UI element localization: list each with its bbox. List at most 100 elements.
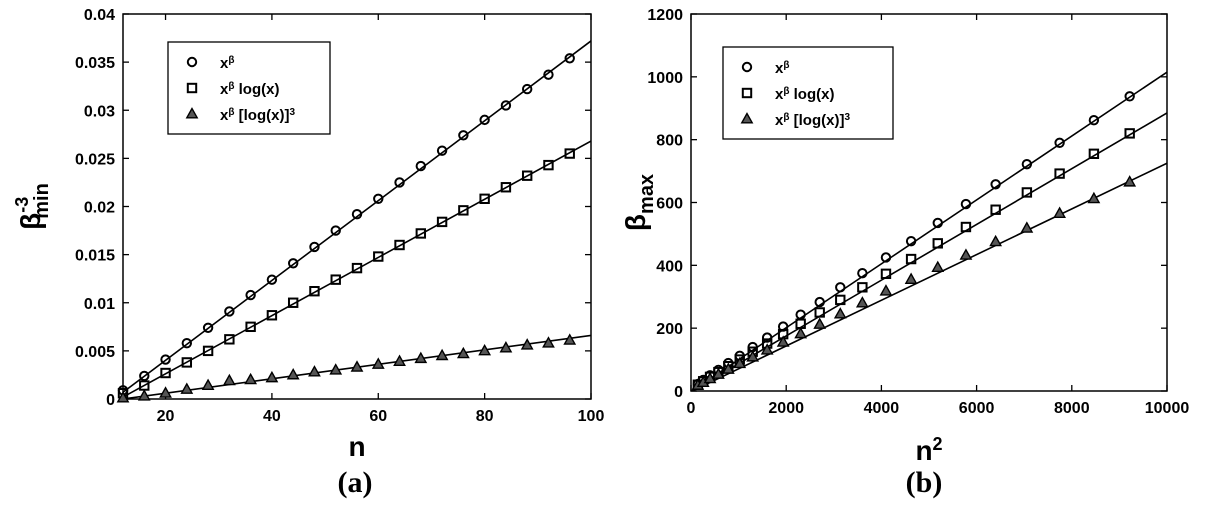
x-axis-label: n: [348, 431, 365, 462]
data-point-series-1: [160, 354, 171, 365]
x-tick-label: 2000: [768, 400, 804, 417]
legend-box: [167, 41, 331, 135]
data-point-series-3: [478, 343, 492, 356]
y-axis-label: β-3min: [12, 183, 53, 230]
x-tick-label: 0: [687, 400, 696, 417]
data-point-series-3: [393, 354, 406, 366]
data-point-series-2: [857, 282, 868, 293]
data-point-series-3: [959, 248, 973, 260]
data-point-series-2: [932, 238, 943, 249]
data-point-series-1: [330, 225, 341, 236]
data-point-series-3: [989, 234, 1003, 247]
data-point-series-3: [1053, 206, 1067, 218]
x-tick-label: 4000: [864, 400, 900, 417]
data-point-series-1: [835, 282, 846, 293]
y-tick-label: 0.01: [84, 296, 115, 313]
y-tick-label: 0.015: [75, 248, 115, 265]
data-point-series-3: [244, 372, 258, 385]
data-point-series-3: [286, 368, 300, 380]
data-point-series-2: [521, 170, 533, 181]
legend-marker-series-2: [186, 82, 198, 94]
data-point-series-2: [351, 262, 363, 274]
data-point-series-2: [960, 221, 972, 233]
data-point-series-1: [351, 209, 363, 220]
data-point-series-1: [373, 193, 384, 205]
legend: xβ xβ log(x) xβ [log(x)]3: [722, 46, 894, 140]
data-point-series-3: [855, 296, 869, 308]
fit-line-series-2: [691, 112, 1167, 391]
data-point-series-3: [350, 360, 364, 372]
fit-line-series-1: [123, 40, 591, 393]
data-point-series-2: [202, 345, 214, 357]
y-tick-label: 0.04: [84, 7, 115, 24]
legend-label-series-3: xβ [log(x)]3: [775, 112, 850, 130]
y-tick-label: 0: [674, 384, 683, 401]
legend-marker-series-1: [741, 61, 753, 73]
x-tick-label: 8000: [1054, 400, 1090, 417]
data-point-series-1: [521, 83, 533, 95]
data-point-series-3: [308, 365, 321, 377]
data-point-series-3: [329, 363, 343, 375]
data-point-series-1: [202, 322, 214, 333]
legend-label-series-1: xβ: [220, 55, 234, 73]
data-point-series-1: [458, 130, 469, 141]
data-point-series-1: [500, 100, 512, 111]
data-point-series-2: [479, 193, 490, 205]
data-point-series-3: [137, 389, 151, 401]
data-point-series-2: [436, 216, 448, 228]
data-point-series-1: [415, 160, 427, 172]
data-point-series-2: [373, 251, 384, 262]
legend-marker-series-1: [186, 56, 198, 68]
x-tick-label: 100: [578, 408, 605, 425]
x-axis-label: n2: [915, 434, 942, 466]
panel-label: (a): [338, 466, 373, 499]
legend-label-series-3: xβ [log(x)]3: [220, 107, 295, 125]
data-point-series-1: [181, 337, 193, 349]
data-point-series-3: [456, 346, 470, 359]
data-point-series-3: [833, 307, 847, 319]
y-tick-label: 0.035: [75, 55, 115, 72]
data-point-series-3: [371, 357, 385, 369]
legend-marker-series-3: [740, 112, 754, 124]
data-point-series-2: [990, 204, 1001, 215]
y-tick-label: 600: [656, 196, 683, 213]
data-point-series-2: [160, 367, 171, 379]
data-point-series-1: [245, 289, 256, 301]
x-tick-label: 40: [263, 408, 281, 425]
x-tick-label: 60: [369, 408, 387, 425]
data-point-series-1: [266, 274, 278, 285]
data-point-series-2: [500, 182, 512, 193]
data-point-series-3: [1020, 221, 1034, 233]
chart-panel-b: 0 2000 4000 6000 8000 10000 0 200 400 600 800 1000 1…: [620, 7, 1189, 499]
x-tick-label: 80: [476, 408, 494, 425]
data-point-series-2: [394, 239, 405, 251]
data-point-series-3: [159, 386, 172, 398]
data-point-series-3: [180, 382, 194, 394]
chart-panel-a: 20 40 60 80 100 0 0.005 0.01 0.015 0.02 0.025 0.03 0…: [12, 7, 604, 499]
data-point-series-3: [733, 356, 747, 369]
data-point-series-3: [116, 391, 130, 403]
data-point-series-3: [265, 370, 279, 383]
y-tick-label: 0.005: [75, 344, 115, 361]
data-point-series-1: [761, 332, 773, 343]
data-point-series-3: [542, 336, 555, 348]
data-point-series-2: [880, 268, 892, 280]
y-tick-label: 1000: [647, 70, 683, 87]
data-point-series-1: [479, 114, 490, 126]
legend-label-series-1: xβ: [775, 60, 789, 78]
data-point-series-3: [760, 343, 774, 355]
data-point-series-1: [857, 267, 868, 279]
data-point-series-3: [414, 351, 428, 364]
legend-label-series-2: xβ log(x): [220, 81, 279, 99]
y-tick-label: 800: [656, 133, 683, 150]
data-point-series-2: [458, 205, 469, 216]
data-point-series-3: [520, 338, 534, 350]
y-tick-label: 1200: [647, 7, 683, 24]
data-point-series-2: [1054, 168, 1065, 179]
data-point-series-1: [436, 145, 448, 156]
legend-marker-series-3: [185, 107, 199, 119]
y-tick-label: 0: [106, 392, 115, 409]
y-tick-label: 400: [656, 258, 683, 275]
data-point-series-3: [721, 362, 735, 374]
y-axis-label: βmax: [620, 174, 658, 231]
